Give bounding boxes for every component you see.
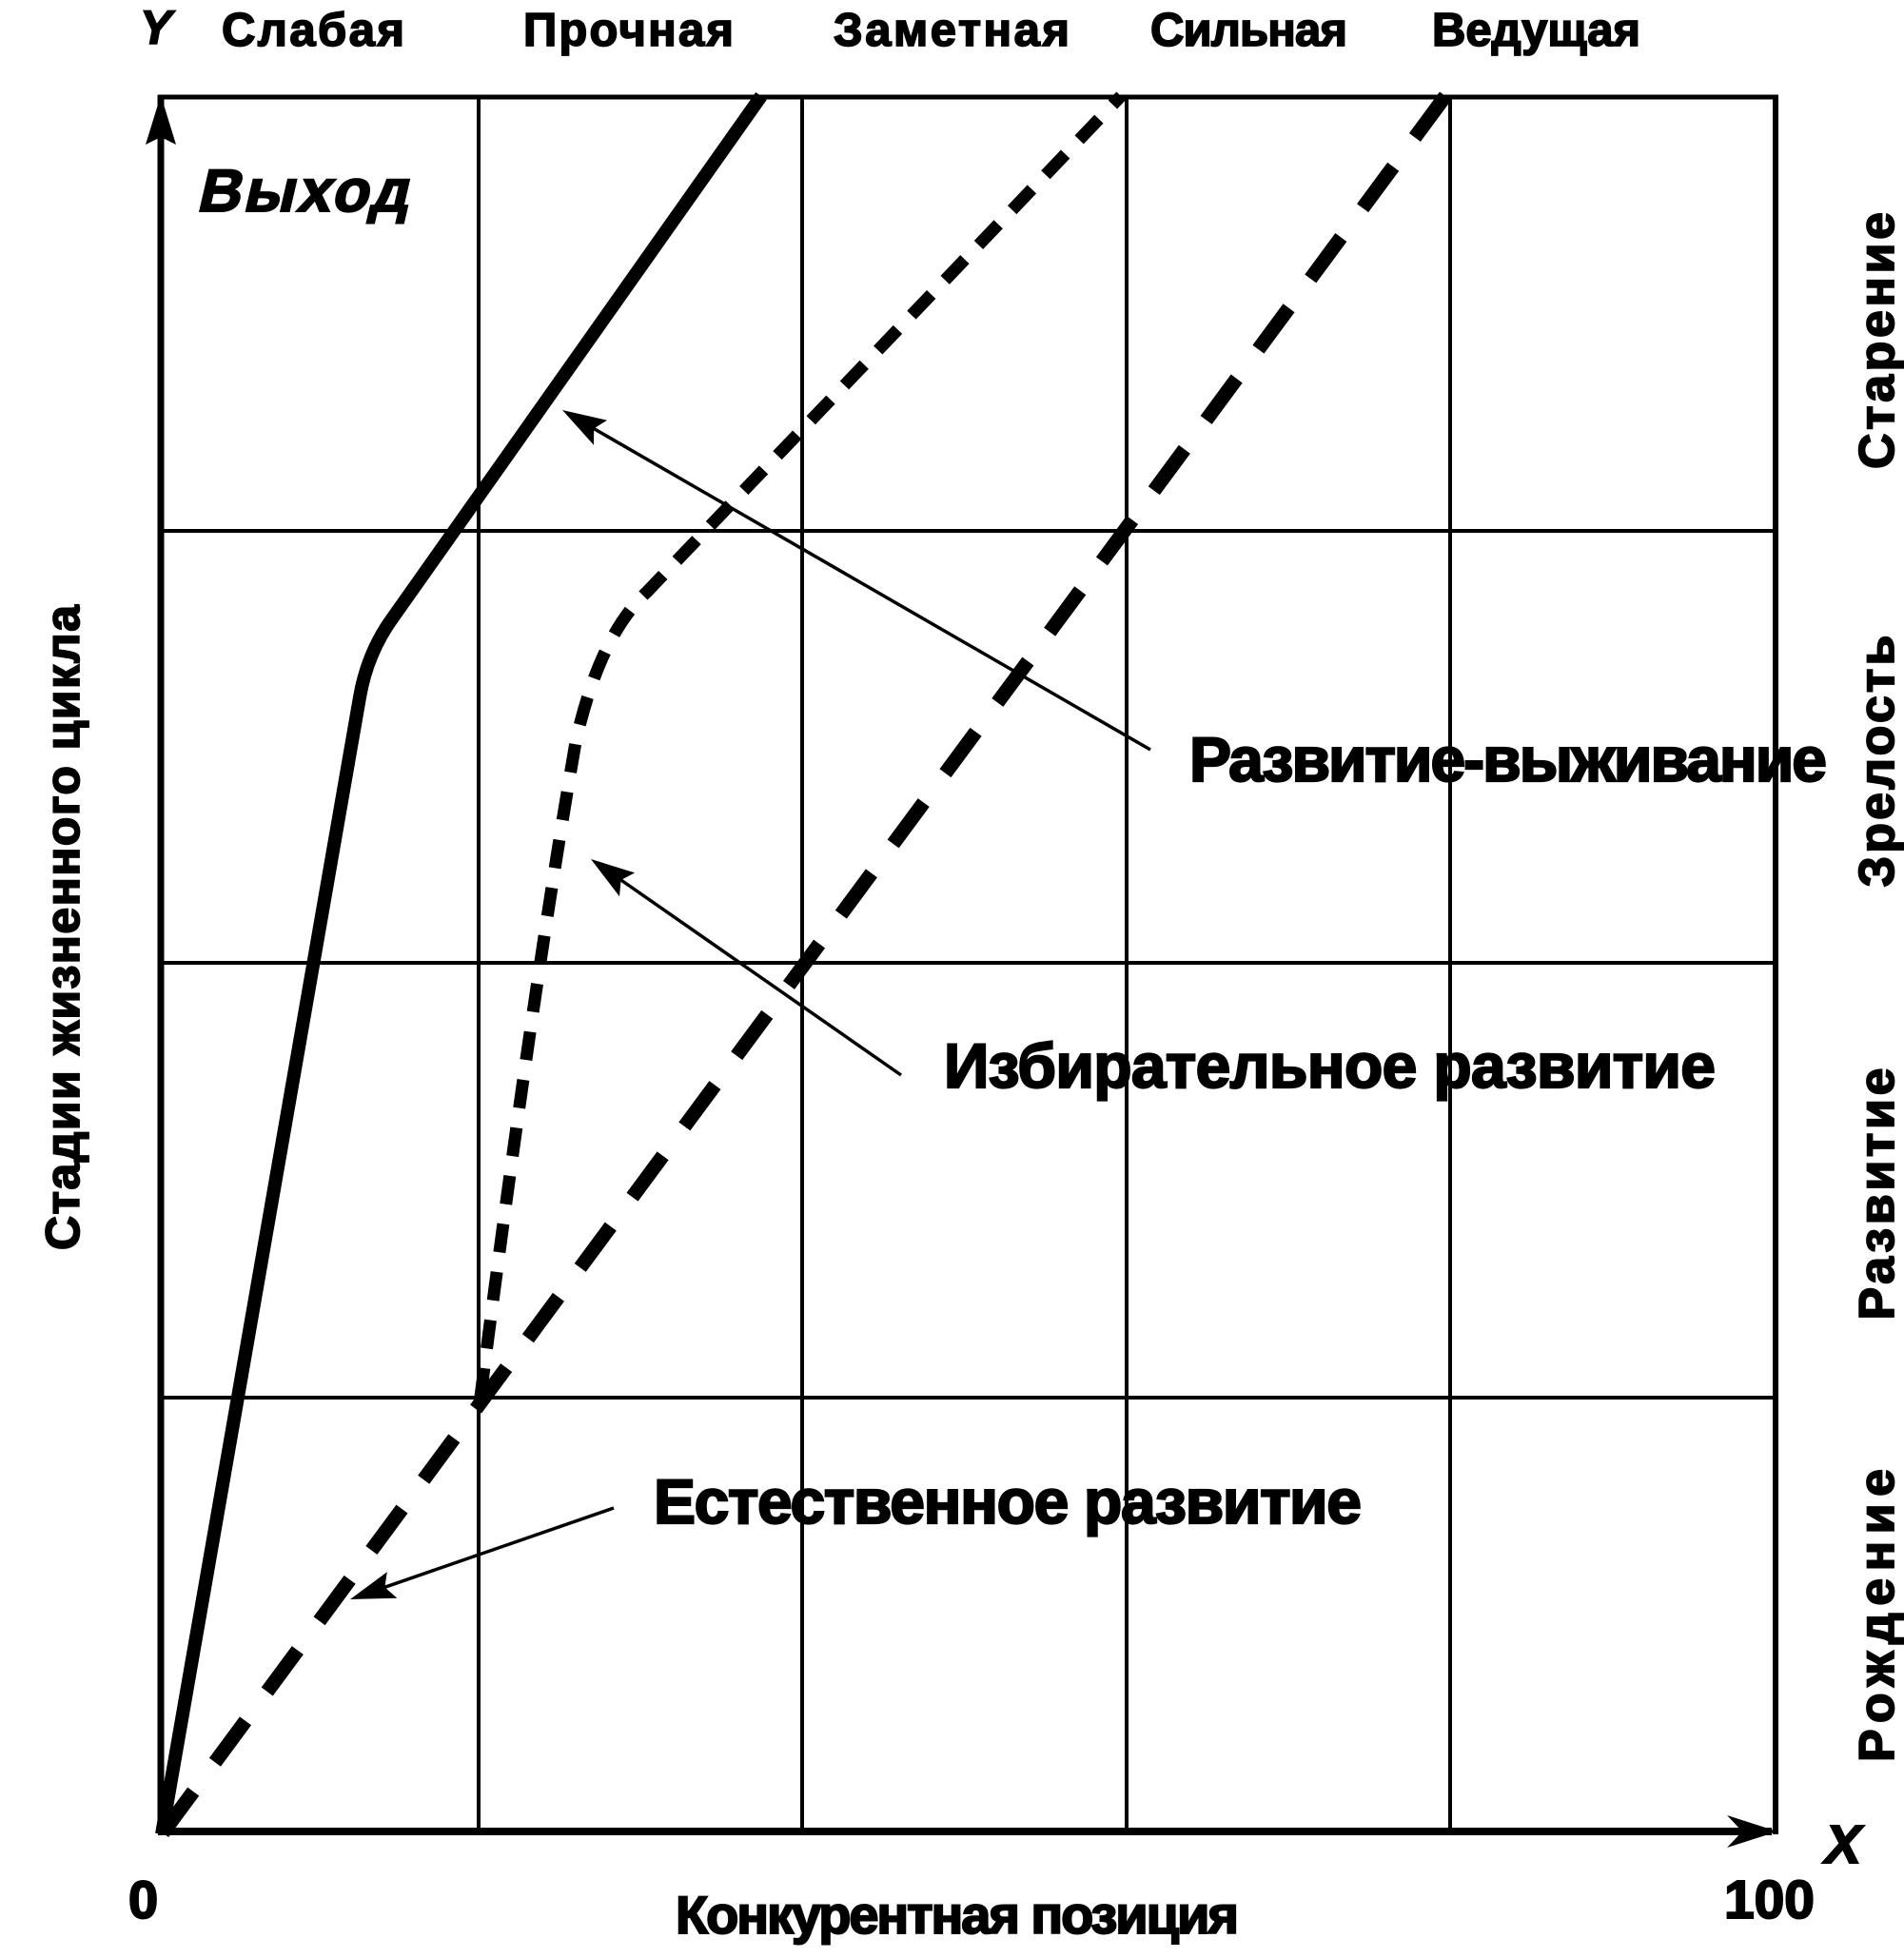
svg-text:Зрелость: Зрелость [1850,636,1904,888]
svg-text:Прочная: Прочная [523,5,734,56]
svg-text:Рождение: Рождение [1850,1469,1904,1762]
svg-text:Стадии жизненного цикла: Стадии жизненного цикла [36,604,89,1250]
svg-text:0: 0 [128,1870,158,1929]
svg-text:Y: Y [140,1,176,54]
svg-text:Конкурентная позиция: Конкурентная позиция [676,1885,1239,1945]
svg-text:Избирательное развитие: Избирательное развитие [944,1030,1716,1101]
svg-text:Естественное развитие: Естественное развитие [654,1466,1362,1537]
svg-text:Заметная: Заметная [834,5,1070,56]
svg-text:Слабая: Слабая [222,5,404,56]
svg-text:Выход: Выход [193,157,420,225]
svg-text:Развитие-выживание: Развитие-выживание [1189,724,1827,794]
svg-text:100: 100 [1724,1870,1815,1930]
svg-text:X: X [1822,1814,1864,1875]
svg-text:Ведущая: Ведущая [1432,5,1640,56]
svg-text:Сильная: Сильная [1150,5,1347,56]
